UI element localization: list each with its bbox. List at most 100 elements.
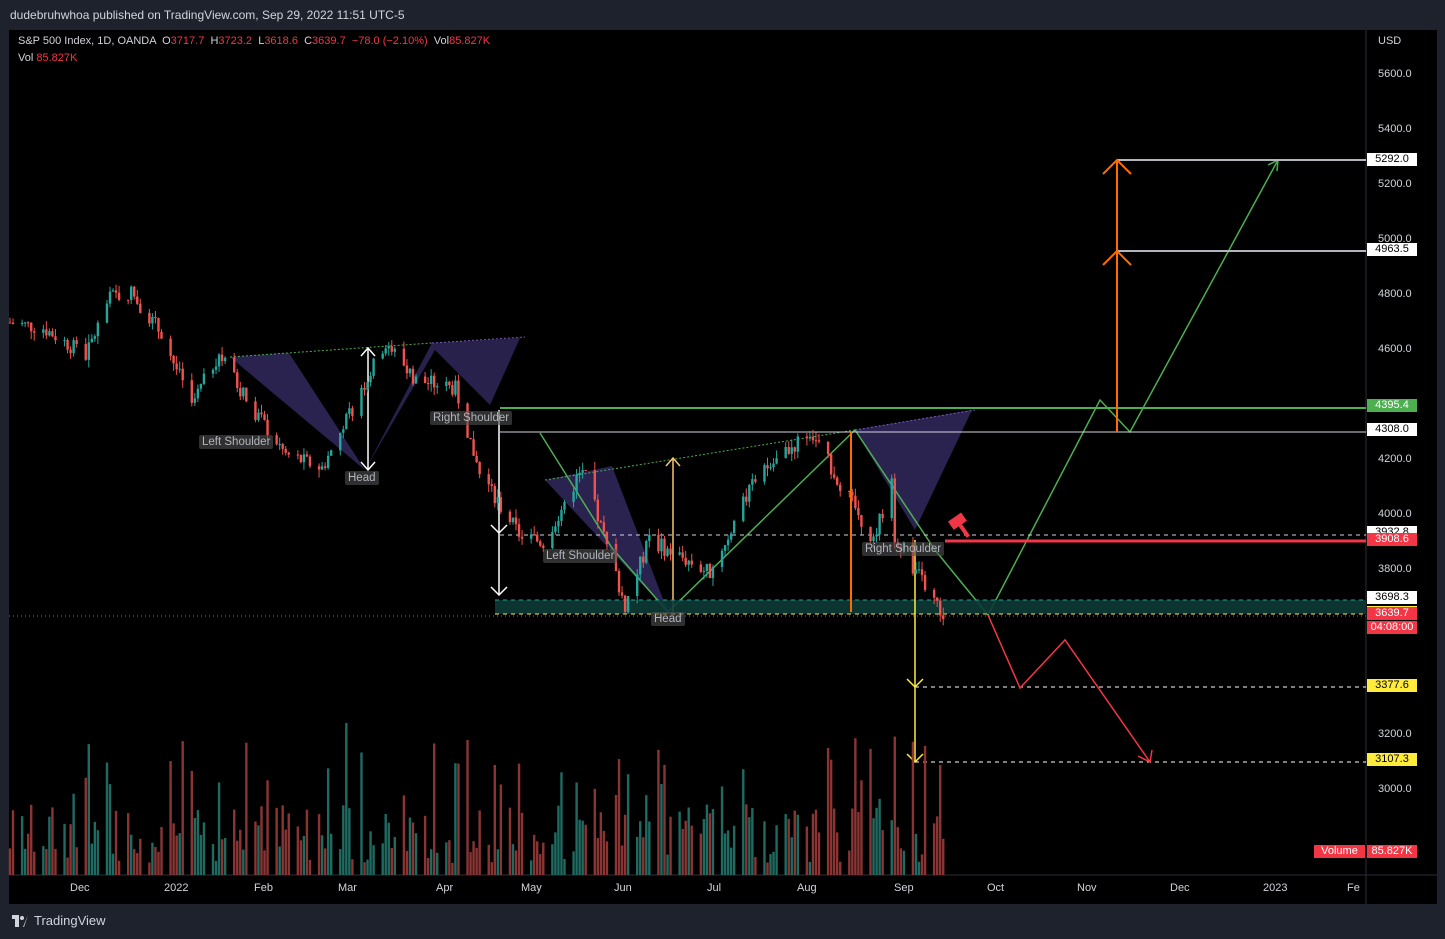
volume-bar [614, 794, 618, 875]
candle-body [684, 557, 687, 565]
volume-bar [490, 862, 493, 875]
candle-body [499, 497, 503, 512]
label-right-shoulder-2[interactable]: Right Shoulder [862, 542, 945, 556]
candle-body [748, 484, 751, 502]
label-left-shoulder-2[interactable]: Left Shoulder [543, 549, 618, 563]
candle-body [769, 467, 772, 469]
x-tick-label: Mar [338, 882, 357, 894]
volume-bar [493, 765, 496, 875]
volume-bar [11, 810, 15, 875]
x-tick-label: Nov [1077, 882, 1097, 894]
x-tick-label: 2023 [1263, 882, 1288, 894]
candle-body [136, 296, 139, 304]
volume-bar [281, 805, 284, 875]
y-tick-label: 4600.0 [1378, 343, 1412, 355]
volume-bar [426, 857, 430, 875]
candle-body [48, 331, 51, 336]
tradingview-logo[interactable]: TradingView [12, 913, 106, 928]
candle-body [154, 316, 157, 319]
candle-body [369, 375, 372, 383]
candle-body [508, 511, 512, 523]
candle-body [490, 484, 493, 487]
candle-body [8, 322, 12, 324]
volume-bar [475, 847, 478, 875]
candle-body [935, 597, 939, 601]
volume-bar [766, 862, 769, 875]
volume-bar [260, 806, 263, 875]
volume-bar [8, 848, 12, 875]
gavel-icon [948, 512, 970, 538]
candle-body [96, 322, 100, 337]
candle-body [139, 303, 142, 313]
candle-body [414, 376, 418, 384]
volume-bar [554, 832, 557, 875]
candle-body [275, 435, 278, 445]
legend-open: 3717.7 [170, 35, 205, 47]
volume-bar [563, 859, 566, 875]
axis-currency: USD [1378, 35, 1402, 47]
candle-body [663, 538, 666, 556]
candle-body [90, 338, 94, 343]
x-tick-label: Fe [1347, 882, 1360, 894]
candle-body [911, 542, 915, 574]
volume-bar [454, 763, 457, 875]
volume-bar [784, 814, 787, 875]
volume-bar [48, 816, 51, 875]
volume-bar [469, 852, 472, 875]
volume-bar [893, 736, 896, 875]
label-head-2[interactable]: Head [651, 612, 685, 626]
candle-body [263, 414, 266, 420]
volume-bar [363, 862, 366, 875]
volume-bar [139, 838, 142, 875]
label-head-1[interactable]: Head [345, 471, 379, 485]
candle-body [787, 447, 790, 454]
candle-body [529, 534, 533, 539]
candle-body [51, 331, 54, 337]
x-tick-label: Apr [436, 882, 454, 894]
candle-body [923, 575, 927, 590]
volume-bar [923, 745, 927, 875]
candle-body [126, 299, 130, 301]
volume-bar [193, 817, 197, 875]
volume-bar [126, 813, 130, 875]
candle-body [657, 534, 660, 552]
candle-body [84, 344, 87, 360]
candle-body [199, 383, 203, 389]
candle-body [793, 447, 796, 452]
label-right-shoulder-1[interactable]: Right Shoulder [430, 411, 513, 425]
candle-body [826, 441, 830, 455]
volume-bar [308, 859, 312, 875]
candle-body [220, 354, 224, 362]
volume-bar [814, 809, 818, 875]
candle-body [493, 486, 496, 504]
volume-bar [793, 810, 796, 875]
volume-bar [448, 840, 451, 875]
candle-body [287, 452, 290, 455]
published-text: dudebruhwhoa published on TradingView.co… [10, 8, 405, 22]
volume-bar [302, 836, 306, 875]
label-left-shoulder-1[interactable]: Left Shoulder [199, 435, 274, 449]
volume-bar [514, 850, 518, 875]
x-tick-label: Sep [894, 882, 914, 894]
volume-bar [175, 835, 178, 875]
candle-body [636, 574, 639, 596]
volume-bar [178, 833, 181, 875]
candles-group [8, 284, 945, 626]
tradingview-logo-icon [12, 914, 28, 927]
volume-bar [660, 784, 663, 875]
legend-close: 3639.7 [312, 35, 346, 47]
volume-bar [878, 798, 881, 875]
price-label: 4395.4 [1367, 399, 1417, 413]
volume-bar [111, 853, 115, 875]
volume-bar [148, 862, 151, 875]
volume-bar [381, 843, 384, 875]
candle-body [772, 463, 775, 468]
volume-bar [711, 809, 715, 875]
candle-body [932, 589, 936, 598]
volume-bar [911, 741, 915, 875]
candle-body [796, 436, 799, 452]
candle-body [557, 520, 560, 527]
volume-bar [775, 825, 778, 875]
volume-bar [917, 861, 921, 875]
